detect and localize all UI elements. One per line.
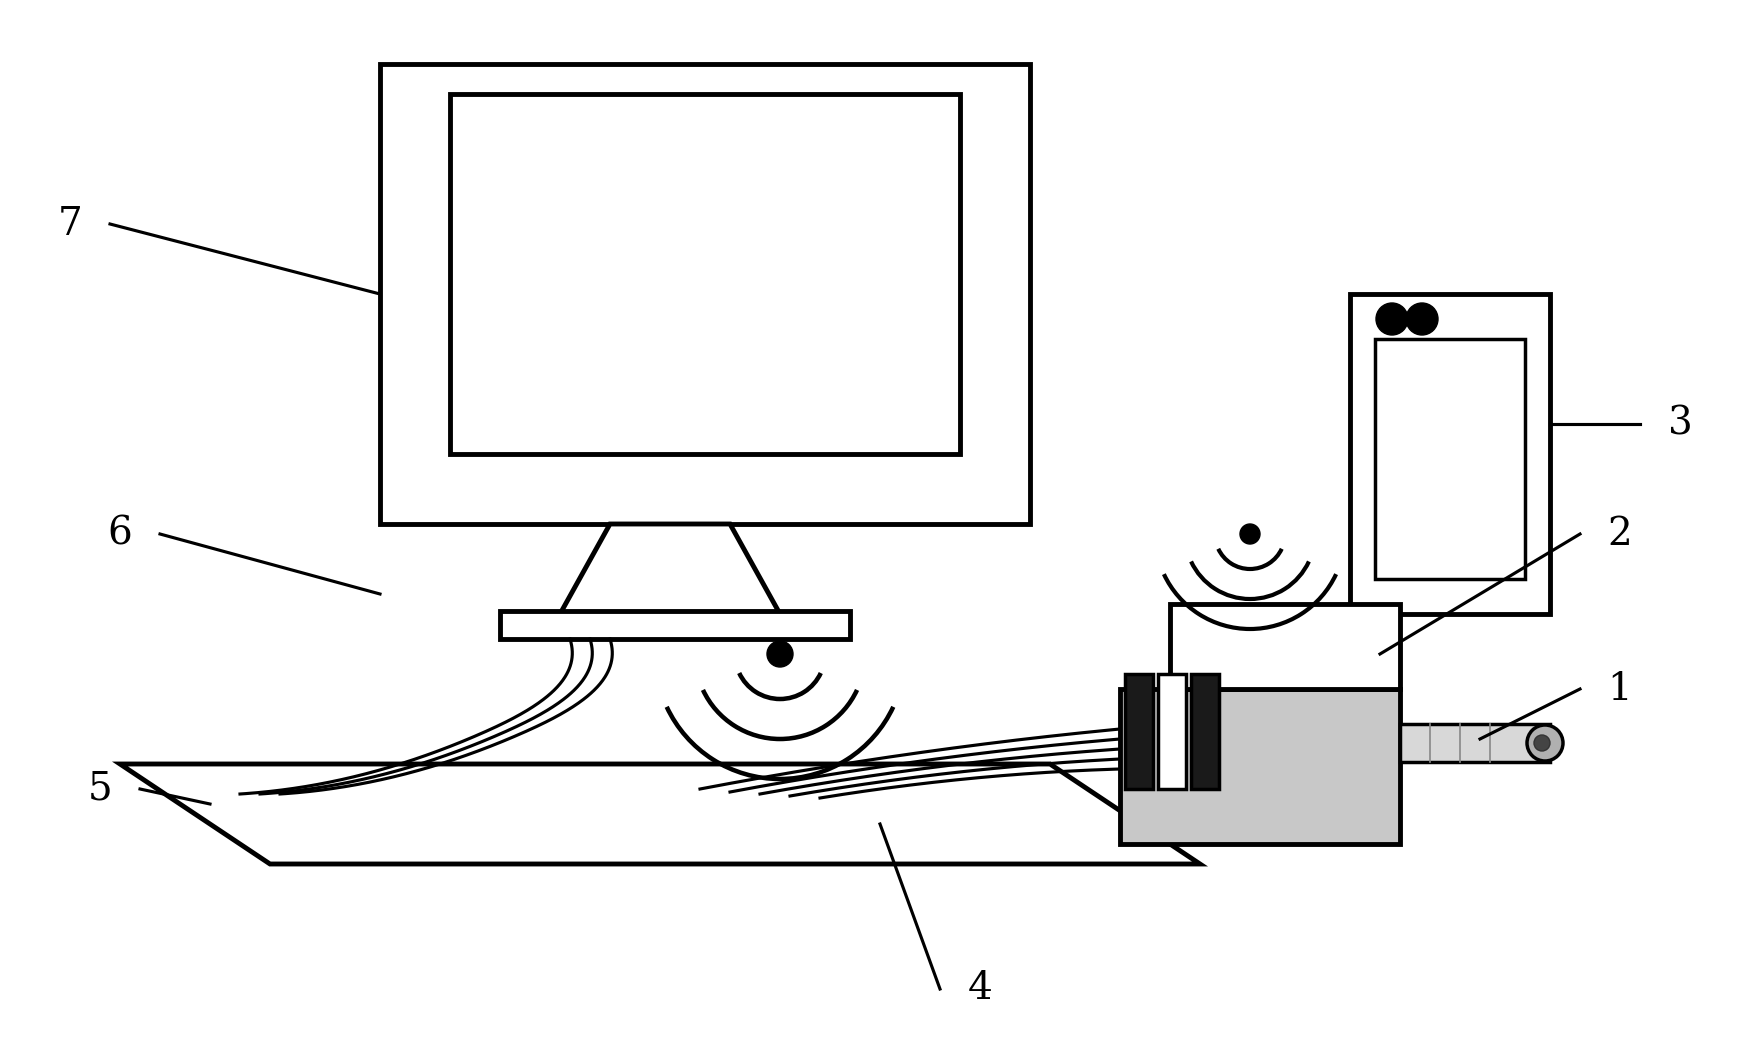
Bar: [1126, 674, 1152, 789]
Text: 7: 7: [58, 206, 83, 242]
Text: 4: 4: [967, 971, 992, 1007]
Circle shape: [1376, 303, 1407, 335]
Text: 6: 6: [107, 516, 132, 552]
Circle shape: [1534, 735, 1550, 751]
Circle shape: [1527, 725, 1564, 761]
Text: 5: 5: [88, 770, 113, 807]
Bar: [450, 94, 960, 454]
Circle shape: [1240, 524, 1259, 544]
Bar: [1191, 674, 1219, 789]
Polygon shape: [120, 764, 1200, 864]
Bar: [1400, 723, 1550, 762]
Circle shape: [767, 641, 793, 667]
Text: 1: 1: [1608, 670, 1632, 708]
Bar: [1157, 674, 1186, 789]
Polygon shape: [559, 524, 779, 614]
Bar: [1349, 294, 1550, 614]
Bar: [1376, 339, 1525, 579]
Bar: [1120, 689, 1400, 844]
Bar: [1170, 604, 1400, 689]
Bar: [500, 611, 850, 639]
Bar: [380, 64, 1031, 524]
Text: 2: 2: [1608, 516, 1632, 552]
Circle shape: [1405, 303, 1439, 335]
Text: 3: 3: [1668, 405, 1692, 443]
